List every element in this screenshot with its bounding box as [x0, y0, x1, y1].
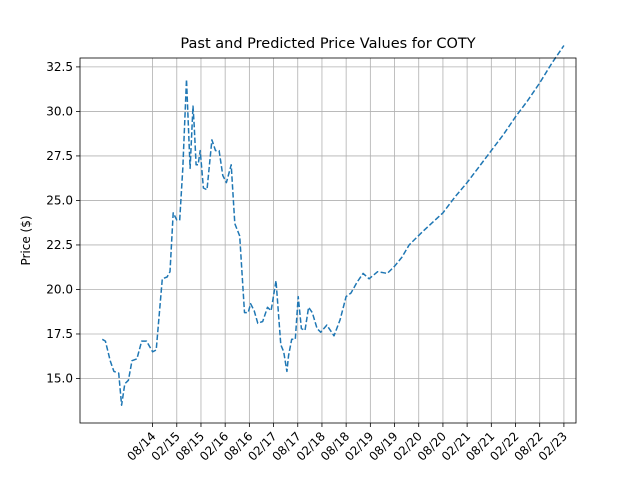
- y-tick-label: 20.0: [46, 283, 73, 297]
- y-tick-label: 27.5: [46, 149, 73, 163]
- y-tick-label: 15.0: [46, 372, 73, 386]
- y-tick-label: 17.5: [46, 327, 73, 341]
- y-tick-label: 30.0: [46, 105, 73, 119]
- plot-frame: [79, 57, 577, 424]
- y-tick-label: 22.5: [46, 238, 73, 252]
- chart-title: Past and Predicted Price Values for COTY: [180, 36, 475, 52]
- price-series-line: [101, 45, 565, 406]
- y-tick-label: 25.0: [46, 194, 73, 208]
- grid: [80, 58, 576, 423]
- y-axis-label: Price ($): [19, 215, 33, 265]
- y-tick-label: 32.5: [46, 60, 73, 74]
